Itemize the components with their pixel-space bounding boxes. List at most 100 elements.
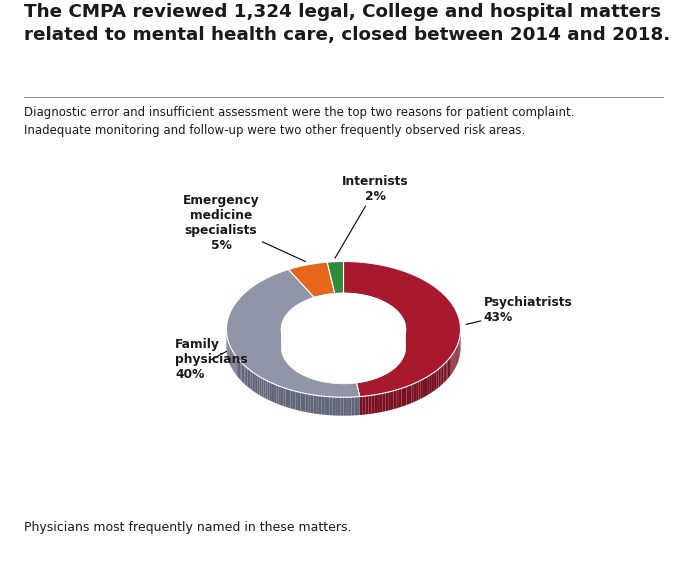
Polygon shape: [336, 365, 337, 383]
Polygon shape: [352, 397, 354, 415]
Polygon shape: [445, 362, 447, 382]
Polygon shape: [372, 361, 373, 380]
Polygon shape: [365, 396, 368, 414]
Polygon shape: [256, 374, 258, 394]
Polygon shape: [349, 365, 350, 383]
Polygon shape: [330, 365, 332, 383]
Polygon shape: [231, 348, 232, 368]
Polygon shape: [306, 358, 308, 377]
Polygon shape: [369, 362, 370, 381]
Polygon shape: [377, 359, 379, 378]
Polygon shape: [260, 377, 262, 396]
Polygon shape: [399, 388, 401, 408]
Polygon shape: [268, 381, 270, 400]
Polygon shape: [431, 373, 433, 393]
Polygon shape: [311, 395, 313, 413]
Polygon shape: [292, 349, 293, 368]
Polygon shape: [440, 366, 442, 386]
Polygon shape: [389, 353, 390, 372]
Polygon shape: [394, 350, 395, 369]
Polygon shape: [283, 387, 286, 407]
Text: Physicians most frequently named in these matters.: Physicians most frequently named in thes…: [24, 521, 352, 534]
Polygon shape: [322, 396, 324, 415]
Polygon shape: [383, 393, 385, 412]
Polygon shape: [377, 394, 380, 413]
Polygon shape: [396, 347, 397, 367]
Polygon shape: [329, 364, 330, 383]
Text: The CMPA reviewed 1,324 legal, College and hospital matters
related to mental he: The CMPA reviewed 1,324 legal, College a…: [24, 3, 671, 44]
Polygon shape: [379, 358, 381, 377]
Polygon shape: [238, 359, 239, 378]
Polygon shape: [243, 364, 245, 384]
Polygon shape: [433, 372, 435, 391]
Polygon shape: [381, 358, 382, 377]
Polygon shape: [333, 397, 335, 415]
Text: Emergency
medicine
specialists
5%: Emergency medicine specialists 5%: [183, 194, 306, 262]
Polygon shape: [321, 363, 322, 382]
Polygon shape: [293, 351, 294, 370]
Polygon shape: [348, 365, 349, 384]
Polygon shape: [420, 379, 423, 399]
Polygon shape: [300, 392, 303, 412]
Polygon shape: [412, 383, 414, 403]
Polygon shape: [341, 365, 342, 384]
Polygon shape: [376, 360, 377, 378]
Polygon shape: [327, 396, 330, 415]
Polygon shape: [429, 374, 431, 394]
Polygon shape: [385, 355, 387, 374]
Polygon shape: [279, 386, 281, 405]
Polygon shape: [308, 359, 309, 378]
Polygon shape: [409, 385, 412, 404]
Polygon shape: [326, 364, 328, 383]
Polygon shape: [301, 356, 302, 374]
Polygon shape: [450, 356, 451, 376]
Polygon shape: [398, 345, 399, 364]
Polygon shape: [298, 354, 299, 373]
Polygon shape: [319, 363, 321, 381]
Polygon shape: [363, 363, 364, 382]
Polygon shape: [383, 356, 385, 376]
Polygon shape: [313, 361, 314, 379]
Polygon shape: [240, 361, 242, 381]
Polygon shape: [266, 380, 268, 400]
Polygon shape: [291, 390, 293, 409]
Polygon shape: [281, 387, 283, 406]
Polygon shape: [357, 364, 359, 383]
Polygon shape: [453, 351, 455, 371]
Polygon shape: [282, 293, 405, 365]
Polygon shape: [391, 352, 392, 371]
Polygon shape: [299, 355, 300, 373]
Polygon shape: [392, 351, 393, 370]
Polygon shape: [373, 361, 374, 379]
Polygon shape: [449, 357, 450, 377]
Polygon shape: [388, 391, 391, 410]
Polygon shape: [332, 365, 333, 383]
Polygon shape: [355, 364, 357, 383]
Polygon shape: [427, 376, 429, 395]
Polygon shape: [396, 389, 399, 408]
Polygon shape: [365, 363, 368, 381]
Polygon shape: [404, 387, 407, 406]
Polygon shape: [393, 350, 394, 369]
Polygon shape: [247, 368, 249, 388]
Polygon shape: [394, 390, 396, 409]
Polygon shape: [364, 363, 365, 382]
Polygon shape: [339, 365, 341, 384]
Polygon shape: [359, 364, 360, 383]
Polygon shape: [303, 393, 306, 412]
Text: Internists
2%: Internists 2%: [335, 175, 409, 258]
Polygon shape: [354, 365, 355, 383]
Polygon shape: [249, 369, 251, 389]
Polygon shape: [416, 382, 418, 401]
Polygon shape: [316, 395, 319, 414]
Polygon shape: [288, 389, 291, 408]
Polygon shape: [232, 350, 233, 369]
Polygon shape: [324, 364, 325, 382]
Polygon shape: [293, 391, 295, 410]
Polygon shape: [239, 360, 240, 380]
Polygon shape: [401, 387, 404, 407]
Polygon shape: [302, 356, 303, 375]
Polygon shape: [252, 372, 254, 392]
Polygon shape: [380, 394, 383, 412]
Polygon shape: [451, 354, 453, 374]
